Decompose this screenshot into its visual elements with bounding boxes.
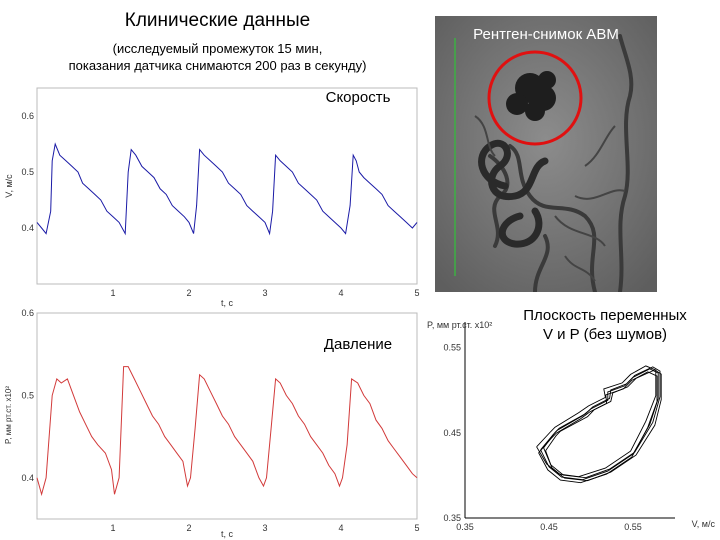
pressure-chart: Давление 1 2 3 4 5 0.4 0.5 0.6 t, c P, мм рт.с… bbox=[4, 308, 420, 539]
velocity-y-axis-label: V, м/с bbox=[4, 174, 14, 198]
velocity-series-line bbox=[36, 142, 418, 236]
page-title: Клинические данные bbox=[124, 10, 311, 31]
phase-y-tick-label: 0.35 bbox=[443, 513, 461, 523]
phase-x-tick-label: 0.35 bbox=[456, 522, 474, 532]
velocity-x-tick-label: 4 bbox=[338, 288, 343, 298]
pressure-x-tick-label: 4 bbox=[338, 523, 343, 533]
phase-loop-line bbox=[536, 365, 657, 478]
velocity-x-tick-label: 1 bbox=[110, 288, 115, 298]
phase-x-axis-label: V, м/с bbox=[692, 519, 716, 529]
phase-loop-line bbox=[540, 368, 659, 481]
pressure-plot-frame bbox=[36, 312, 418, 520]
velocity-plot-frame bbox=[36, 87, 418, 285]
pressure-y-axis-label: P, мм рт.ст. x10² bbox=[4, 386, 13, 444]
phase-plane-caption: Плоскость переменных V и P (без шумов) bbox=[523, 307, 687, 343]
xray-caption: Рентген-снимок АВМ bbox=[473, 26, 619, 43]
pressure-y-tick-label: 0.6 bbox=[21, 308, 34, 318]
phase-y-axis-label: P, мм рт.ст. x10² bbox=[427, 320, 492, 330]
velocity-x-axis-label: t, c bbox=[221, 298, 234, 308]
phase-y-tick-label: 0.55 bbox=[443, 343, 461, 353]
pressure-x-axis-label: t, c bbox=[221, 529, 234, 539]
velocity-x-tick-label: 2 bbox=[186, 288, 191, 298]
velocity-chart: Скорость 1 2 3 4 5 0.4 0.5 0.6 t, c V, м/с bbox=[4, 87, 420, 308]
pressure-y-tick-label: 0.5 bbox=[21, 390, 34, 400]
pressure-x-tick-label: 2 bbox=[186, 523, 191, 533]
pressure-series-line bbox=[36, 366, 418, 497]
velocity-y-tick-label: 0.4 bbox=[21, 223, 34, 233]
velocity-y-tick-label: 0.6 bbox=[21, 111, 34, 121]
phase-loop-line bbox=[538, 371, 658, 484]
velocity-chart-title: Скорость bbox=[326, 89, 391, 106]
phase-loop-line bbox=[543, 366, 661, 479]
page-subtitle: (исследуемый промежуток 15 мин, показани… bbox=[68, 41, 367, 73]
xray-image bbox=[435, 16, 657, 292]
phase-plane-chart: 0.35 0.45 0.55 0.35 0.45 0.55 P, мм рт.ст. x… bbox=[427, 320, 716, 532]
pressure-chart-title: Давление bbox=[324, 336, 392, 353]
pressure-x-tick-label: 3 bbox=[262, 523, 267, 533]
pressure-x-tick-label: 5 bbox=[414, 523, 419, 533]
phase-y-tick-label: 0.45 bbox=[443, 428, 461, 438]
velocity-y-tick-label: 0.5 bbox=[21, 167, 34, 177]
velocity-x-tick-label: 3 bbox=[262, 288, 267, 298]
phase-x-tick-label: 0.55 bbox=[624, 522, 642, 532]
velocity-x-tick-label: 5 bbox=[414, 288, 419, 298]
avm-circle-marker bbox=[487, 50, 583, 146]
pressure-x-tick-label: 1 bbox=[110, 523, 115, 533]
phase-x-tick-label: 0.45 bbox=[540, 522, 558, 532]
pressure-y-tick-label: 0.4 bbox=[21, 473, 34, 483]
